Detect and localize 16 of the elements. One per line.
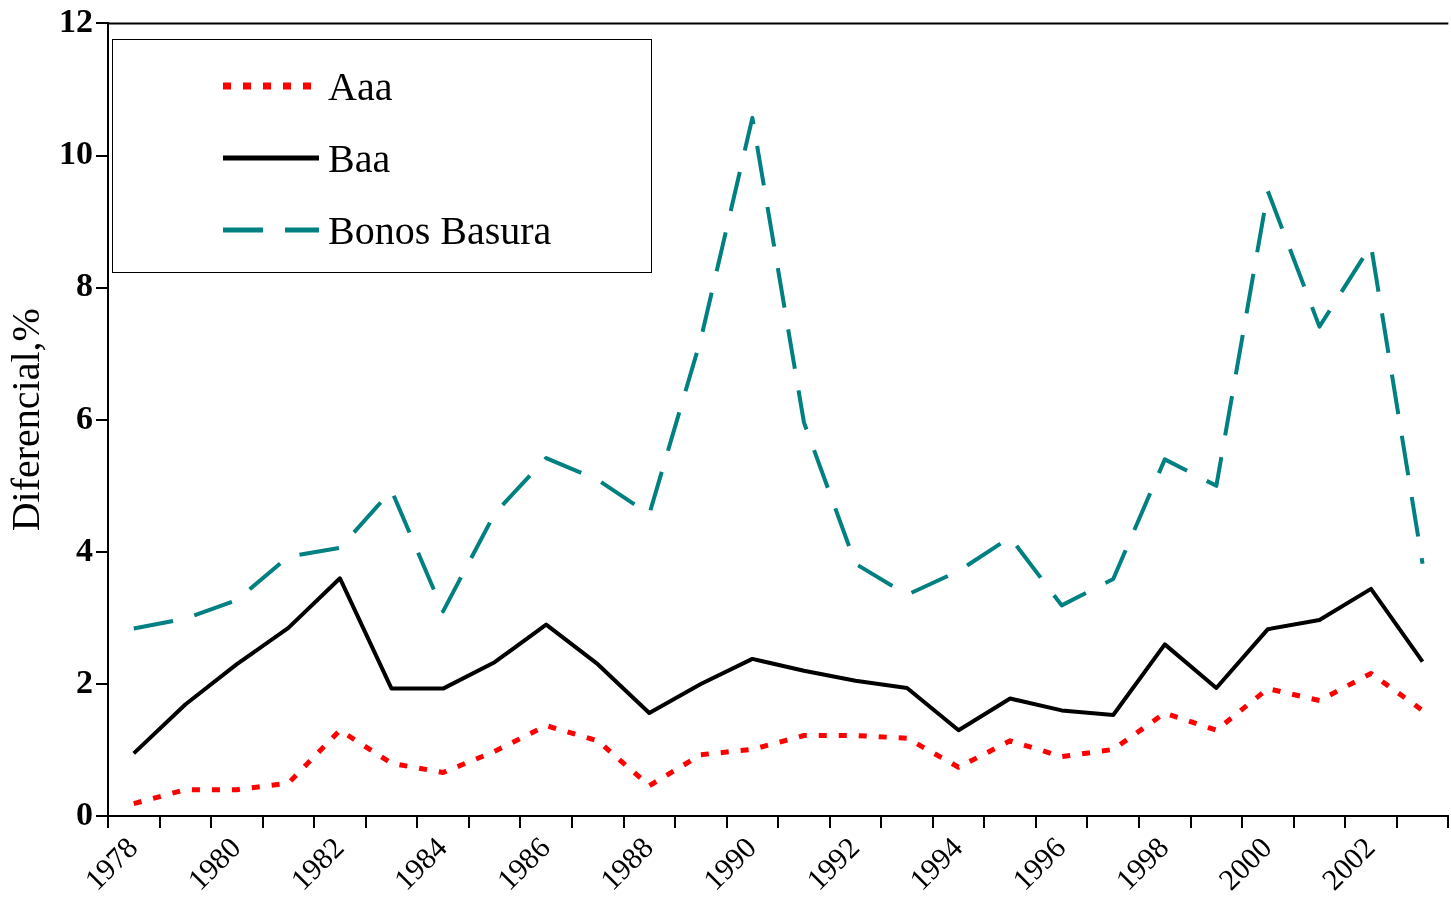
x-tick-label: 1982 (284, 830, 350, 897)
legend-label: Bonos Basura (328, 206, 552, 254)
y-tick-label: 2 (76, 662, 93, 700)
x-tick-label: 1990 (696, 830, 763, 897)
y-tick-label: 0 (76, 794, 93, 832)
y-tick-label: 10 (59, 134, 93, 172)
y-tick-label: 4 (76, 530, 93, 568)
x-tick-label: 1980 (180, 830, 247, 897)
y-tick-label: 6 (76, 398, 93, 436)
legend-label: Baa (328, 134, 391, 182)
line-series (131, 115, 1425, 631)
legend-label: Aaa (328, 62, 393, 110)
y-axis-title: Diferencial,% (2, 308, 48, 532)
y-tick-label: 8 (76, 266, 93, 304)
x-tick-label: 1992 (799, 830, 866, 897)
y-tick-label: 12 (59, 2, 93, 40)
